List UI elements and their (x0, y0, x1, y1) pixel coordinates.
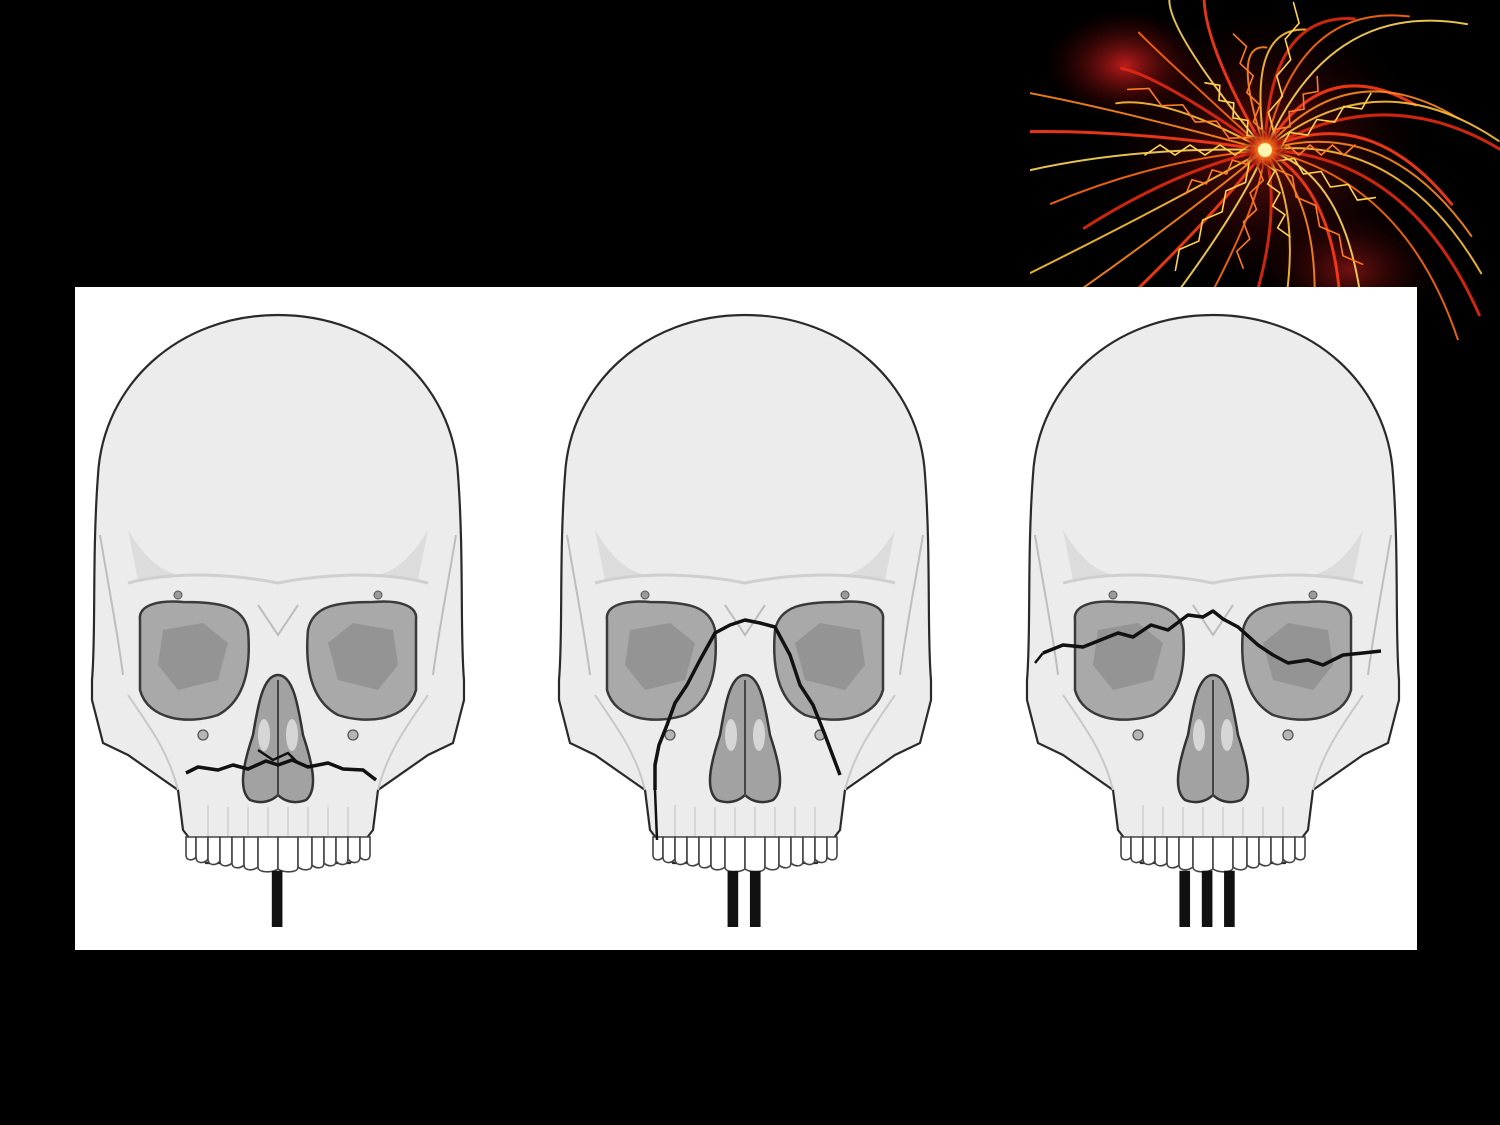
fracture-line-type-2 (653, 618, 842, 790)
skull-illustrations (90, 313, 1401, 874)
label-type-2: II (722, 854, 768, 945)
skull-type-2 (557, 313, 933, 874)
skull-type-1 (90, 313, 466, 874)
label-type-1: I (266, 854, 290, 945)
fracture-line-type-1 (185, 758, 378, 782)
skull-type-3 (1025, 313, 1401, 874)
fracture-diagram-panel: I II III (75, 287, 1417, 950)
fracture-line-type-3 (1042, 609, 1382, 667)
label-type-3: III (1174, 854, 1242, 945)
